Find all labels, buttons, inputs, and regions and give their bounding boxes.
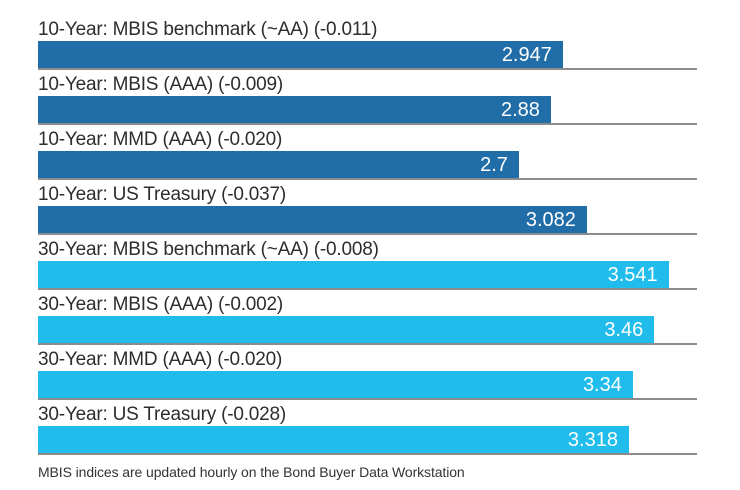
- chart-row: 10-Year: MMD (AAA) (-0.020) 2.7: [38, 130, 697, 180]
- bar: 2.947: [38, 41, 563, 68]
- bar: 3.541: [38, 261, 669, 288]
- chart-row: 30-Year: MBIS benchmark (~AA) (-0.008) 3…: [38, 240, 697, 290]
- row-label: 30-Year: US Treasury (-0.028): [38, 404, 287, 425]
- bar: 2.88: [38, 96, 551, 123]
- bar-track: 2.947: [38, 41, 697, 70]
- chart-row: 10-Year: US Treasury (-0.037) 3.082: [38, 185, 697, 235]
- chart-rows: 10-Year: MBIS benchmark (~AA) (-0.011) 2…: [38, 20, 697, 455]
- chart-row: 10-Year: MBIS benchmark (~AA) (-0.011) 2…: [38, 20, 697, 70]
- row-label: 10-Year: US Treasury (-0.037): [38, 184, 287, 205]
- bar-value-label: 2.947: [501, 43, 552, 66]
- bar-value-label: 3.541: [607, 263, 658, 286]
- bar: 3.46: [38, 316, 655, 343]
- bar-value-label: 3.46: [604, 318, 644, 341]
- bar-track: 3.082: [38, 206, 697, 235]
- bar-track: 3.541: [38, 261, 697, 290]
- footer-note: MBIS indices are updated hourly on the B…: [38, 464, 465, 480]
- bar-track: 3.34: [38, 371, 697, 400]
- bar: 3.082: [38, 206, 587, 233]
- bar: 2.7: [38, 151, 519, 178]
- row-label: 10-Year: MMD (AAA) (-0.020): [38, 129, 283, 150]
- row-label: 30-Year: MBIS (AAA) (-0.002): [38, 294, 284, 315]
- bar-track: 2.7: [38, 151, 697, 180]
- chart-row: 30-Year: US Treasury (-0.028) 3.318: [38, 405, 697, 455]
- bar-track: 3.318: [38, 426, 697, 455]
- bar-value-label: 3.34: [582, 373, 622, 396]
- chart-row: 10-Year: MBIS (AAA) (-0.009) 2.88: [38, 75, 697, 125]
- bar: 3.318: [38, 426, 629, 453]
- bar: 3.34: [38, 371, 633, 398]
- bar-value-label: 2.7: [480, 153, 508, 176]
- chart-row: 30-Year: MMD (AAA) (-0.020) 3.34: [38, 350, 697, 400]
- bar-value-label: 2.88: [501, 98, 540, 121]
- row-label: 30-Year: MBIS benchmark (~AA) (-0.008): [38, 239, 379, 260]
- row-label: 10-Year: MBIS benchmark (~AA) (-0.011): [38, 19, 378, 40]
- row-label: 30-Year: MMD (AAA) (-0.020): [38, 349, 283, 370]
- bar-value-label: 3.318: [567, 428, 618, 451]
- row-label: 10-Year: MBIS (AAA) (-0.009): [38, 74, 284, 95]
- bar-track: 2.88: [38, 96, 697, 125]
- chart-row: 30-Year: MBIS (AAA) (-0.002) 3.46: [38, 295, 697, 345]
- bar-value-label: 3.082: [525, 208, 576, 231]
- bar-track: 3.46: [38, 316, 697, 345]
